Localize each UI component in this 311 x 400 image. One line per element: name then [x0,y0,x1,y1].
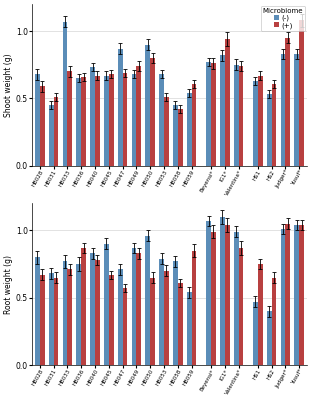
Bar [40,86,45,166]
Bar [49,105,53,166]
Bar [90,68,95,166]
Bar [178,283,183,365]
Bar [67,72,72,166]
Bar [220,217,225,365]
Bar [164,97,169,166]
Bar [63,261,67,365]
Y-axis label: Shoot weight (g): Shoot weight (g) [4,53,13,117]
Bar [267,94,272,166]
Bar [295,225,299,365]
Bar [77,264,81,365]
Bar [109,74,114,166]
Bar [267,311,272,365]
Bar [206,62,211,166]
Bar [35,74,40,166]
Bar [104,244,109,365]
Bar [192,251,197,365]
Bar [299,20,304,166]
Bar [132,248,137,365]
Bar [164,271,169,365]
Bar [220,55,225,166]
Bar [40,275,45,365]
Bar [239,66,244,166]
Bar [299,225,304,365]
Bar [234,232,239,365]
Bar [211,232,216,365]
Bar [187,292,192,365]
Bar [67,270,72,365]
Bar [285,38,290,166]
Bar [81,77,86,166]
Bar [253,302,258,365]
Bar [258,264,263,365]
Bar [281,229,285,365]
Bar [137,66,141,166]
Bar [35,257,40,365]
Bar [109,275,114,365]
Bar [234,65,239,166]
Bar [53,278,58,365]
Bar [159,74,164,166]
Bar [145,236,150,365]
Bar [173,261,178,365]
Bar [253,81,258,166]
Bar [90,253,95,365]
Legend: (-), (+): (-), (+) [261,6,305,31]
Bar [295,54,299,166]
Y-axis label: Root weight (g): Root weight (g) [4,255,13,314]
Bar [159,259,164,365]
Bar [123,73,128,166]
Bar [281,54,285,166]
Bar [285,224,290,365]
Bar [173,105,178,166]
Bar [272,278,276,365]
Bar [118,49,123,166]
Bar [272,84,276,166]
Bar [192,84,197,166]
Bar [118,270,123,365]
Bar [63,22,67,166]
Bar [104,76,109,166]
Bar [150,278,155,365]
Bar [95,260,100,365]
Bar [211,64,216,166]
Bar [123,288,128,365]
Bar [225,39,230,166]
Bar [206,221,211,365]
Bar [49,274,53,365]
Bar [145,44,150,166]
Bar [258,76,263,166]
Bar [239,248,244,365]
Bar [53,97,58,166]
Bar [150,58,155,166]
Bar [187,93,192,166]
Bar [77,78,81,166]
Bar [178,109,183,166]
Bar [225,225,230,365]
Bar [81,248,86,365]
Bar [95,76,100,166]
Bar [137,253,141,365]
Bar [132,74,137,166]
